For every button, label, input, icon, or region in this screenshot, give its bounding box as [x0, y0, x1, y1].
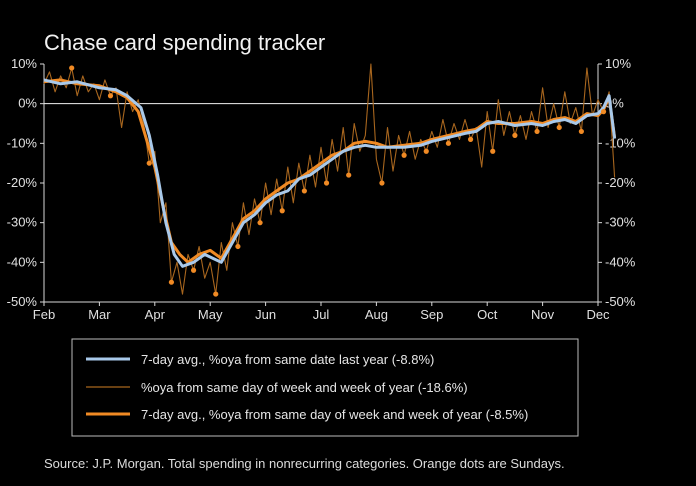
- y-tick-label-right: -30%: [605, 215, 636, 230]
- y-tick-label-right: 10%: [605, 56, 631, 71]
- series-line-date-7day: [43, 78, 617, 268]
- legend-label-3: 7-day avg., %oya from same day of week a…: [141, 407, 528, 422]
- x-tick-label: Aug: [365, 307, 388, 322]
- sunday-dot: [146, 160, 152, 166]
- sunday-dot: [379, 180, 385, 186]
- x-tick-label: Apr: [145, 307, 166, 322]
- series-line-dow-7day: [43, 78, 617, 264]
- sunday-dot: [301, 188, 307, 194]
- sunday-dot: [279, 208, 285, 214]
- y-tick-label-right: -20%: [605, 175, 636, 190]
- x-tick-label: May: [198, 307, 223, 322]
- y-tick-label-left: 0%: [18, 96, 37, 111]
- y-tick-label-right: -10%: [605, 135, 636, 150]
- sunday-dot: [423, 148, 429, 154]
- y-tick-label-left: 10%: [11, 56, 37, 71]
- y-tick-label-left: -50%: [7, 294, 38, 309]
- sunday-dot: [401, 152, 407, 158]
- y-tick-label-left: -30%: [7, 215, 38, 230]
- chart-sunday-markers: [69, 65, 607, 297]
- x-tick-label: Mar: [88, 307, 111, 322]
- x-tick-label: Feb: [33, 307, 55, 322]
- sunday-dot: [323, 180, 330, 186]
- chart-axes: 10% 10%0% 0%-10% -10%-20% -20%-30% -30%-40% -4…: [7, 56, 636, 322]
- sunday-dot: [213, 291, 219, 297]
- x-tick-label: Nov: [531, 307, 555, 322]
- x-tick-label: Jun: [255, 307, 276, 322]
- sunday-dot: [235, 243, 241, 250]
- x-tick-label: Dec: [586, 307, 610, 322]
- sunday-dot: [190, 267, 197, 273]
- sunday-dot: [600, 109, 607, 115]
- x-tick-label: Jul: [313, 307, 330, 322]
- sunday-dot: [534, 128, 540, 135]
- sunday-dot: [69, 65, 75, 71]
- y-tick-label-right: -40%: [605, 254, 636, 269]
- chart-source: Source: J.P. Morgan. Total spending in n…: [44, 456, 565, 471]
- sunday-dot: [445, 140, 452, 146]
- y-tick-label-left: -10%: [7, 135, 38, 150]
- chart-title: Chase card spending tracker: [44, 30, 325, 55]
- sunday-dot: [512, 132, 518, 138]
- x-tick-label: Sep: [420, 307, 443, 322]
- sunday-dot: [578, 128, 584, 135]
- sunday-dot: [556, 124, 562, 131]
- sunday-dot: [490, 148, 496, 154]
- sunday-dot: [346, 172, 352, 178]
- legend-label-2: %oya from same day of week and week of y…: [141, 380, 468, 395]
- y-tick-label-left: -20%: [7, 175, 38, 190]
- sunday-dot: [257, 220, 263, 226]
- y-tick-label-left: -40%: [7, 254, 38, 269]
- sunday-dot: [107, 93, 114, 99]
- sunday-dot: [467, 136, 474, 142]
- x-tick-label: Oct: [477, 307, 498, 322]
- legend-box: [71, 338, 579, 437]
- chart-series: [43, 63, 617, 295]
- legend-label-1: 7-day avg., %oya from same date last yea…: [141, 352, 434, 367]
- sunday-dot: [168, 279, 175, 285]
- y-tick-label-right: -50%: [605, 294, 636, 309]
